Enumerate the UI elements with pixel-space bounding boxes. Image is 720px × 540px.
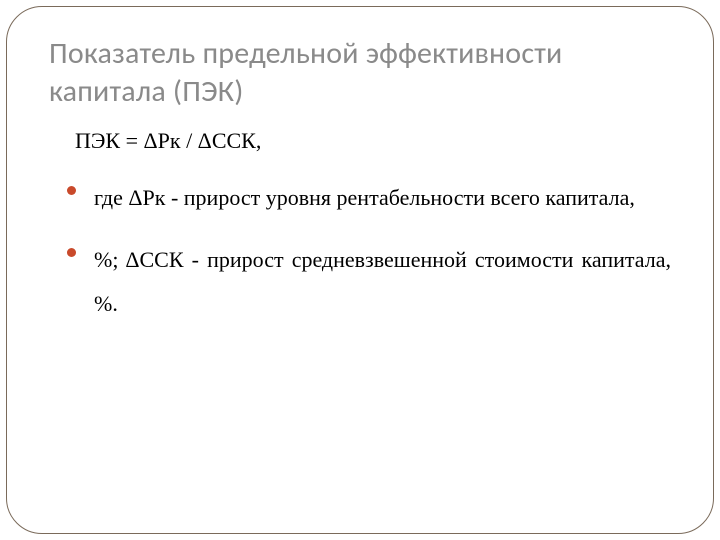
bullet-icon <box>67 186 76 195</box>
bullet-text: %; ΔССК - прирост средневзвешенной стоим… <box>94 238 671 326</box>
list-item: %; ΔССК - прирост средневзвешенной стоим… <box>67 238 671 326</box>
slide-frame: Показатель предельной эффективности капи… <box>6 6 714 534</box>
list-item: где ΔРк - прирост уровня рентабельности … <box>67 176 671 220</box>
bullet-text: где ΔРк - прирост уровня рентабельности … <box>94 176 671 220</box>
bullet-icon <box>67 248 76 257</box>
formula-line: ПЭК = ΔРк / ΔССК, <box>75 128 671 154</box>
bullet-list: где ΔРк - прирост уровня рентабельности … <box>67 176 671 326</box>
slide-title: Показатель предельной эффективности капи… <box>49 35 671 110</box>
